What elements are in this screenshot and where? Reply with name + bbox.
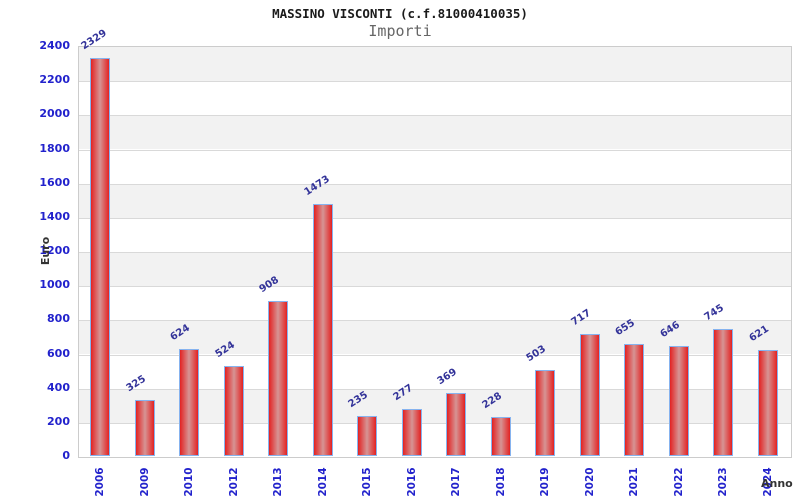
x-tick-label: 2017: [450, 467, 463, 497]
chart-title: MASSINO VISCONTI (c.f.81000410035): [272, 6, 528, 21]
bar-2018: [490, 417, 511, 456]
y-tick-label: 1600: [39, 175, 70, 189]
x-tick-label: 2022: [672, 467, 685, 497]
x-tick-label: 2009: [138, 467, 151, 497]
bar-2021: [624, 344, 645, 456]
bar-2015: [357, 415, 378, 456]
chart-subtitle: Importi: [368, 22, 432, 40]
y-tick-label: 0: [62, 449, 70, 462]
background-band: [79, 252, 791, 287]
background-band: [79, 149, 791, 184]
bar-2020: [579, 333, 600, 456]
x-tick-label: 2016: [405, 467, 418, 497]
gridline: [79, 149, 791, 151]
x-tick-label: 2023: [717, 467, 730, 497]
gridline: [79, 81, 791, 83]
bar-2019: [535, 370, 556, 456]
gridline: [79, 320, 791, 322]
y-tick-label: 1000: [39, 278, 70, 292]
background-band: [79, 47, 791, 82]
y-tick-label: 1800: [39, 141, 70, 155]
bar-2017: [446, 392, 467, 456]
gridline: [79, 183, 791, 185]
gridline: [79, 286, 791, 288]
bar-2009: [134, 400, 155, 456]
x-tick-label: 2015: [361, 467, 374, 497]
bar-2012: [223, 366, 244, 456]
y-tick-label: 2400: [39, 39, 70, 52]
y-tick-label: 2000: [39, 107, 70, 121]
gridline: [79, 115, 791, 117]
x-tick-label: 2018: [494, 467, 507, 497]
bar-2014: [312, 204, 333, 456]
bar-2013: [268, 300, 289, 456]
background-band: [79, 115, 791, 150]
background-band: [79, 286, 791, 321]
gridline: [79, 354, 791, 356]
x-tick-label: 2021: [628, 467, 641, 497]
bar-2024: [757, 349, 778, 456]
y-tick-label: 1400: [39, 209, 70, 223]
bar-2010: [179, 349, 200, 456]
x-tick-label: 2019: [539, 467, 552, 497]
y-axis-title: Euro: [39, 236, 52, 266]
gridline: [79, 217, 791, 219]
x-tick-label: 2010: [183, 467, 196, 497]
x-tick-label: 2020: [583, 467, 596, 497]
y-tick-label: 2200: [39, 73, 70, 87]
x-axis-title: Anno: [761, 477, 793, 490]
gridline: [79, 252, 791, 253]
y-tick-label: 600: [47, 346, 70, 360]
x-tick-label: 2012: [227, 467, 240, 497]
bar-2022: [668, 345, 689, 456]
x-tick-label: 2006: [94, 467, 107, 497]
y-tick-label: 400: [47, 380, 70, 394]
bar-2016: [401, 408, 422, 456]
gridline: [79, 422, 791, 424]
x-tick-label: 2014: [316, 467, 329, 497]
x-tick-label: 2013: [272, 467, 285, 497]
y-tick-label: 800: [47, 312, 70, 326]
bar-2023: [713, 328, 734, 456]
background-band: [79, 217, 791, 252]
y-tick-label: 1200: [39, 244, 70, 257]
background-band: [79, 81, 791, 116]
background-band: [79, 183, 791, 218]
y-tick-label: 200: [47, 414, 70, 428]
bar-2006: [90, 58, 111, 456]
gridline: [79, 388, 791, 390]
